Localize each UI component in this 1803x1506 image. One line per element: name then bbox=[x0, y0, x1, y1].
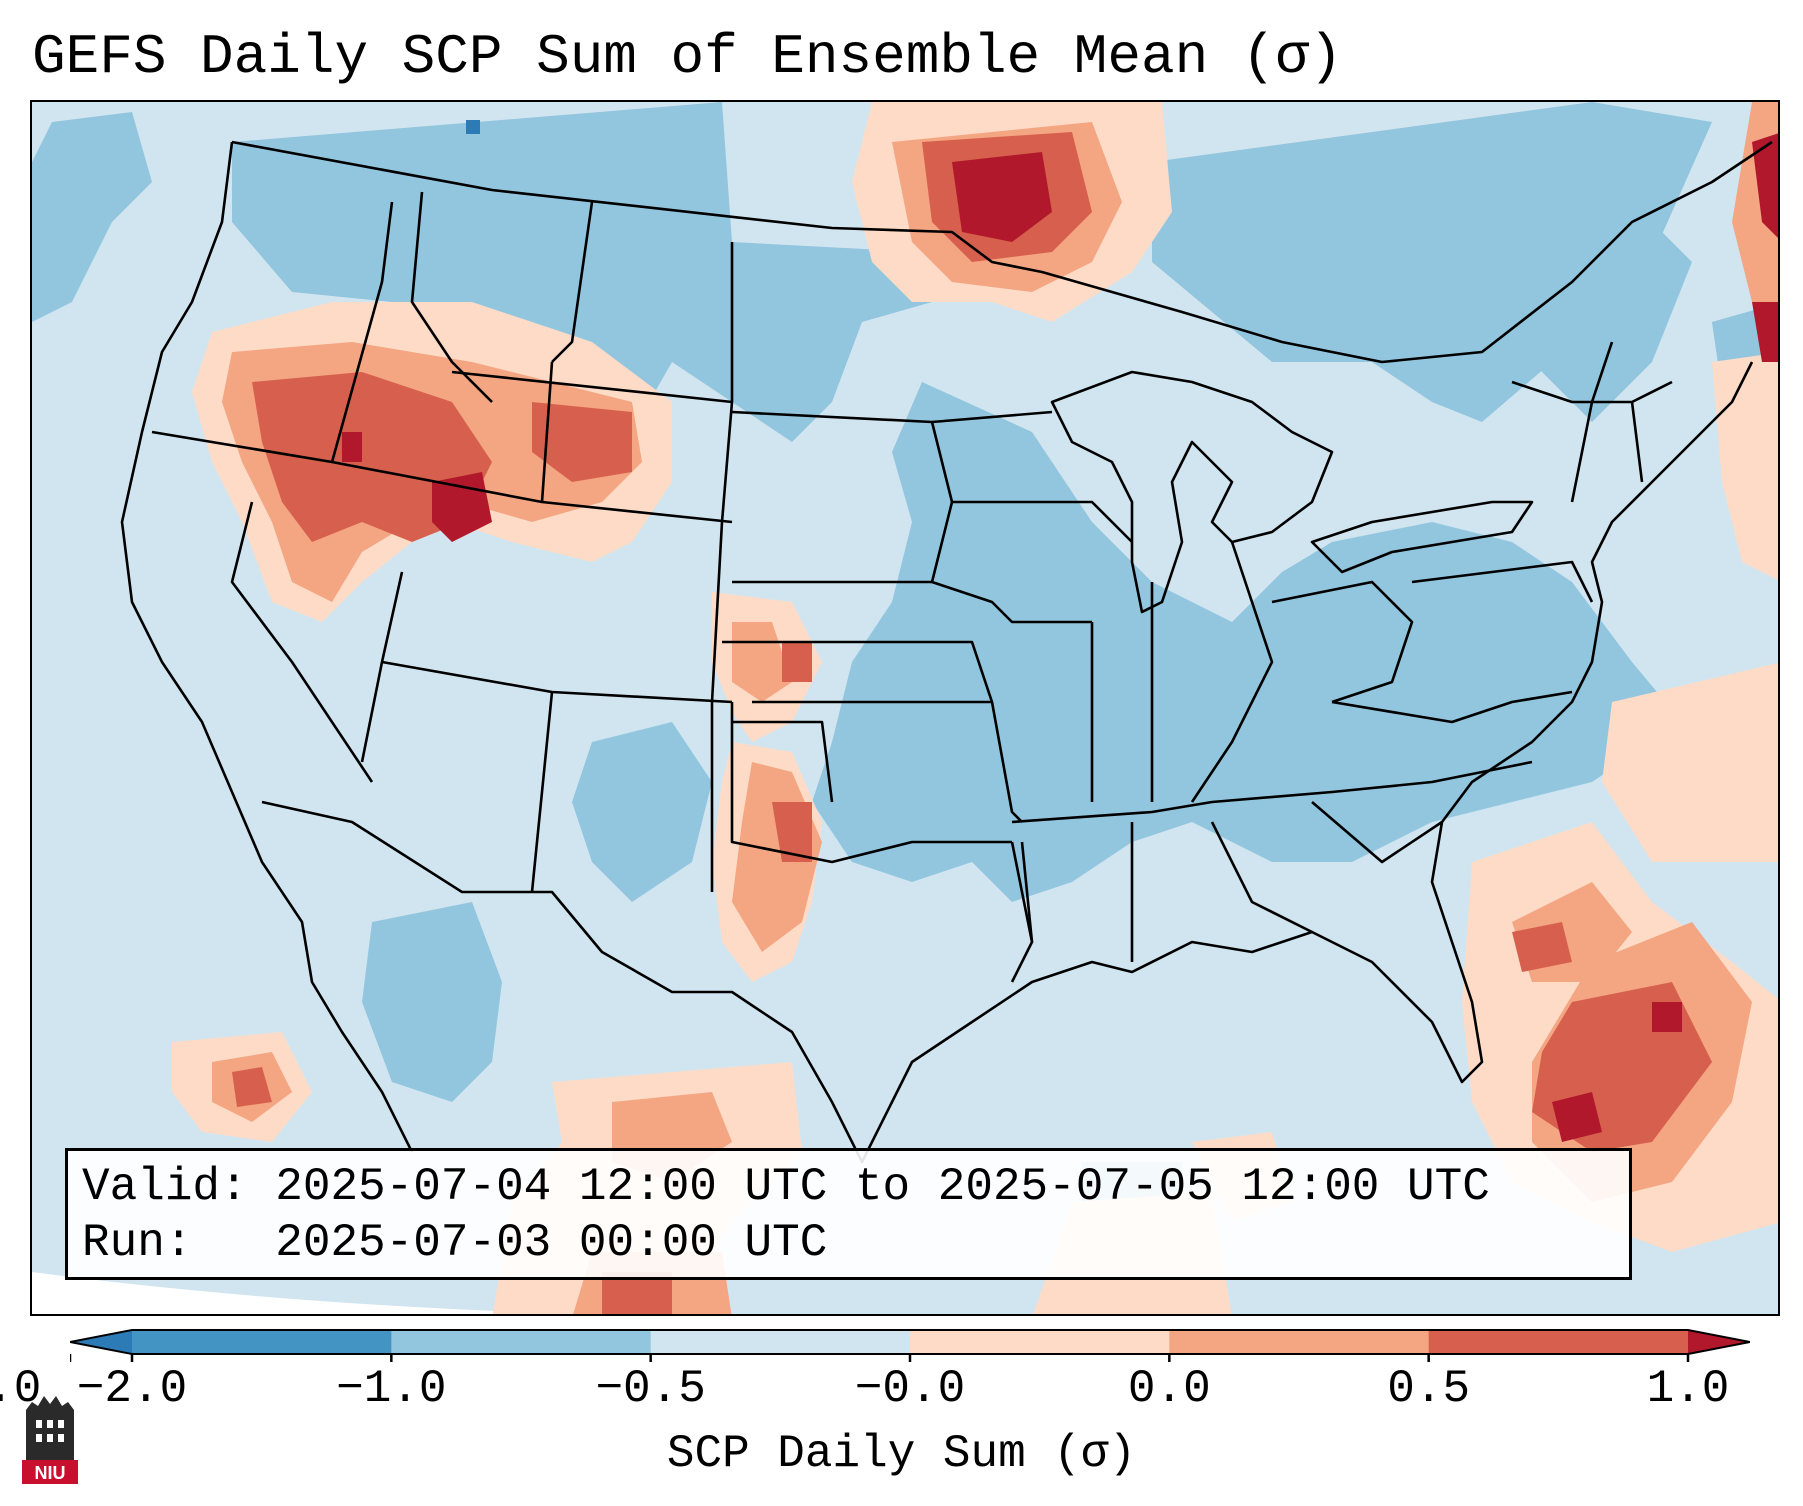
colorbar-segment bbox=[132, 1330, 392, 1354]
colorbar-segment bbox=[1169, 1330, 1430, 1354]
colorbar-segment bbox=[391, 1330, 652, 1354]
colorbar-extend-low bbox=[70, 1330, 132, 1354]
niu-logo: NIU bbox=[22, 1396, 78, 1484]
colorbar-tick-label: −1.0 bbox=[336, 1363, 447, 1415]
colorbar-segment bbox=[1428, 1330, 1689, 1354]
chart-title: GEFS Daily SCP Sum of Ensemble Mean (σ) bbox=[32, 25, 1343, 89]
colorbar-segments bbox=[70, 1329, 1750, 1355]
colorbar bbox=[70, 1329, 1750, 1362]
colorbar-segment bbox=[650, 1330, 911, 1354]
valid-run-info-box: Valid: 2025-07-04 12:00 UTC to 2025-07-0… bbox=[65, 1148, 1632, 1280]
logo-text: NIU bbox=[35, 1463, 66, 1483]
state-boundaries bbox=[120, 140, 1773, 1164]
colorbar-tick-label: 0.0 bbox=[1127, 1363, 1211, 1415]
map-panel bbox=[30, 100, 1780, 1316]
run-time-text: Run: 2025-07-03 00:00 UTC bbox=[82, 1217, 828, 1269]
colorbar-label: SCP Daily Sum (σ) bbox=[666, 1428, 1137, 1480]
colorbar-tick-label: 0.5 bbox=[1387, 1363, 1471, 1415]
colorbar-tick-label: −0.5 bbox=[595, 1363, 706, 1415]
colorbar-extend-high bbox=[1688, 1330, 1750, 1354]
scp-map bbox=[32, 102, 1778, 1314]
colorbar-tick-label: −0.0 bbox=[854, 1363, 966, 1415]
colorbar-ticks bbox=[70, 1354, 1690, 1362]
colorbar-tick-label: −2.0 bbox=[76, 1363, 188, 1415]
colorbar-tick-label: 1.0 bbox=[1646, 1363, 1730, 1415]
colorbar-segment bbox=[910, 1330, 1170, 1354]
valid-time-text: Valid: 2025-07-04 12:00 UTC to 2025-07-0… bbox=[82, 1161, 1490, 1213]
